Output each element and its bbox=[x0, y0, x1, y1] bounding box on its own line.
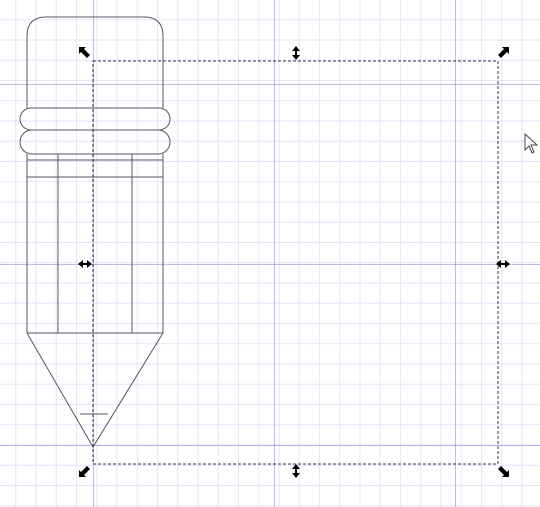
grid-major-line bbox=[0, 84, 540, 85]
grid-major-line bbox=[93, 0, 94, 507]
grid-major-line bbox=[274, 0, 275, 507]
pencil-body bbox=[26, 154, 164, 333]
pencil-ferrule-band-bottom bbox=[19, 129, 171, 155]
pencil-eraser bbox=[26, 16, 164, 108]
resize-handle-top-right[interactable] bbox=[496, 45, 510, 59]
grid-major-line bbox=[455, 0, 456, 507]
resize-handle-top-center[interactable] bbox=[289, 45, 303, 60]
resize-handle-bottom-left[interactable] bbox=[78, 463, 92, 477]
grid-major-line bbox=[0, 264, 540, 265]
resize-handle-middle-right[interactable] bbox=[496, 256, 510, 270]
resize-handle-middle-left[interactable] bbox=[78, 256, 92, 270]
resize-handle-bottom-center[interactable] bbox=[289, 463, 303, 478]
grid-major-line bbox=[0, 445, 540, 446]
resize-handle-bottom-right[interactable] bbox=[496, 463, 510, 477]
resize-handle-top-left[interactable] bbox=[78, 45, 92, 59]
